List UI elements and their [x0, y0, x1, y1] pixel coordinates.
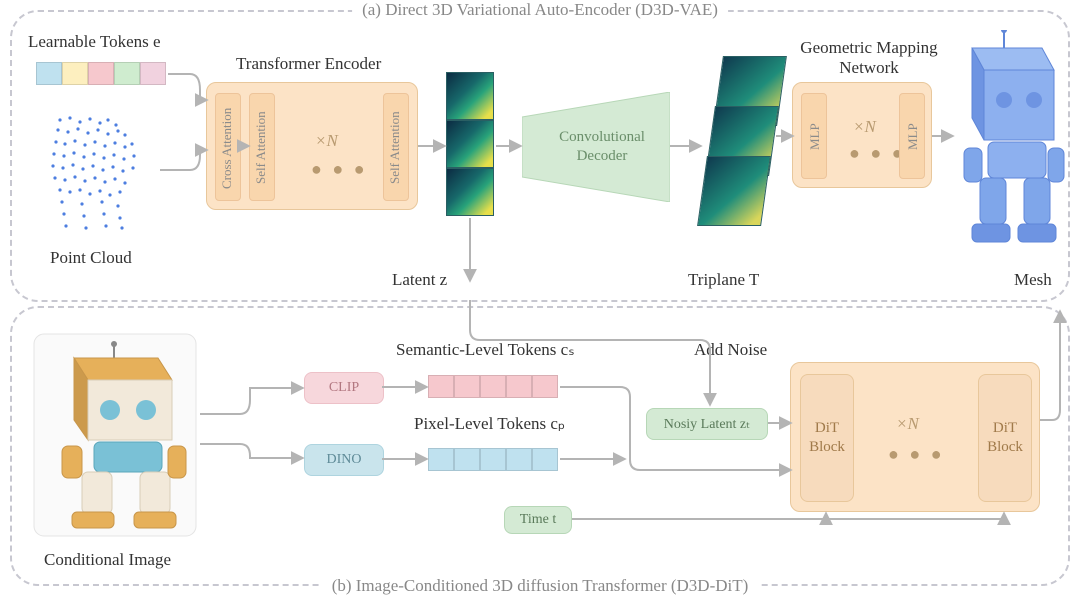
conditional-image-graphic — [30, 330, 200, 540]
token — [480, 375, 506, 398]
triplane-card — [697, 156, 771, 226]
clip-pill: CLIP — [304, 372, 384, 404]
mlp-text: MLP — [807, 117, 823, 157]
dino-pill: DINO — [304, 444, 384, 476]
latent-z-label: Latent z — [392, 270, 447, 290]
point-cloud-label: Point Cloud — [50, 248, 132, 268]
token — [506, 375, 532, 398]
token — [36, 62, 62, 85]
token — [506, 448, 532, 471]
learnable-tokens-row — [36, 62, 166, 85]
panel-b-title: (b) Image-Conditioned 3D diffusion Trans… — [322, 576, 759, 596]
token — [114, 62, 140, 85]
panel-a-title: (a) Direct 3D Variational Auto-Encoder (… — [352, 0, 728, 20]
self-attention-text-2: Self Attention — [387, 107, 403, 189]
mlp-text-2: MLP — [905, 117, 921, 157]
token — [428, 375, 454, 398]
encoder-xn: ×N — [315, 131, 338, 151]
transformer-encoder-label: Transformer Encoder — [236, 54, 381, 74]
mesh-robot-graphic — [942, 30, 1066, 260]
encoder-dots: ● ● ● — [311, 159, 368, 180]
triplane-label: Triplane T — [688, 270, 759, 290]
semantic-tokens-row — [428, 375, 558, 398]
conv-decoder-label: ConvolutionalDecoder — [548, 128, 656, 166]
add-noise-label: Add Noise — [694, 340, 767, 360]
geo-xn: ×N — [853, 117, 876, 137]
token — [428, 448, 454, 471]
token — [62, 62, 88, 85]
geo-dots: ● ● ● — [849, 143, 906, 164]
token — [454, 448, 480, 471]
noisy-latent-pill: Nosiy Latent zₜ — [646, 408, 768, 440]
transformer-encoder-block: Cross Attention Self Attention ● ● ● ×N … — [206, 82, 418, 210]
token — [532, 448, 558, 471]
semantic-tokens-label: Semantic-Level Tokens cₛ — [396, 340, 575, 360]
pixel-tokens-row — [428, 448, 558, 471]
dit-block-left: DiTBlock — [800, 374, 854, 502]
conditional-image-label: Conditional Image — [44, 550, 171, 570]
token — [88, 62, 114, 85]
token — [532, 375, 558, 398]
self-attention-text: Self Attention — [253, 107, 269, 189]
geo-map-block: MLP ● ● ● ×N MLP — [792, 82, 932, 188]
token — [480, 448, 506, 471]
cross-attention-text: Cross Attention — [219, 103, 235, 193]
dit-xn: ×N — [896, 414, 919, 434]
latent-tile — [446, 72, 494, 120]
point-cloud-graphic — [30, 100, 160, 240]
geo-map-label: Geometric MappingNetwork — [794, 38, 944, 79]
dit-block-right: DiTBlock — [978, 374, 1032, 502]
triplane-stack — [696, 56, 790, 226]
mesh-label: Mesh — [1014, 270, 1052, 290]
time-pill: Time t — [504, 506, 572, 534]
dit-dots: ● ● ● — [888, 444, 945, 465]
token — [454, 375, 480, 398]
pixel-tokens-label: Pixel-Level Tokens cₚ — [414, 414, 565, 434]
learnable-tokens-label: Learnable Tokens e — [28, 32, 161, 52]
latent-tile — [446, 120, 494, 168]
token — [140, 62, 166, 85]
latent-z — [446, 72, 494, 216]
latent-tile — [446, 168, 494, 216]
